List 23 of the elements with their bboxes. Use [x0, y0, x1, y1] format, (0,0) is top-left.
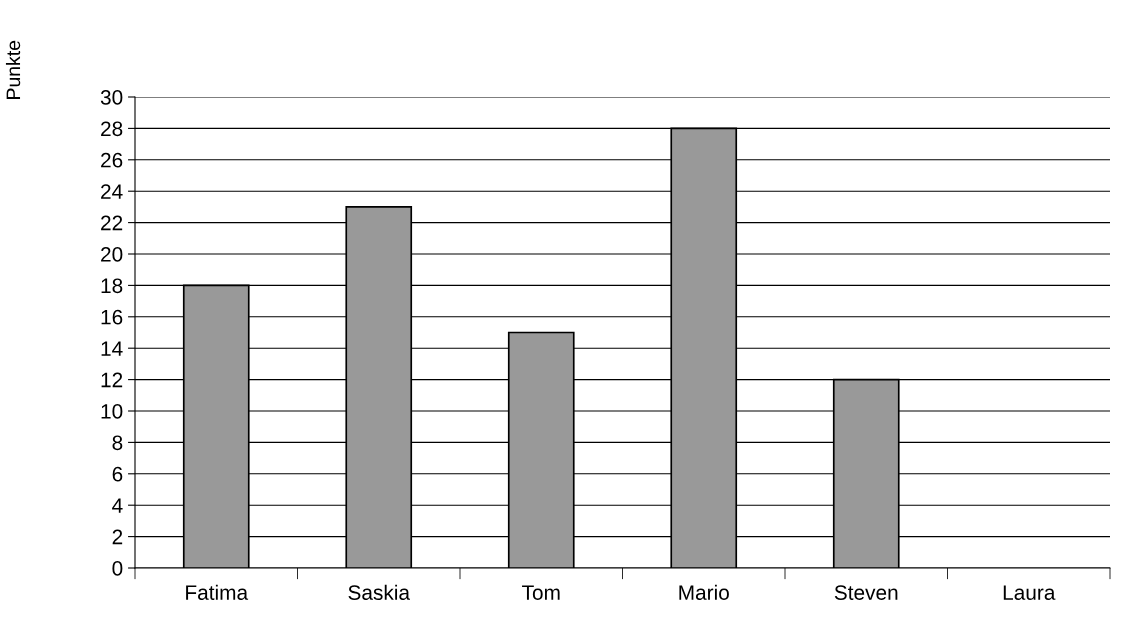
y-tick-label: 16	[101, 309, 123, 325]
y-tick-label: 20	[101, 247, 123, 262]
y-tick-label: 6	[112, 466, 123, 482]
x-tick-label: Mario	[679, 584, 729, 600]
x-tick-label: Saskia	[348, 584, 411, 600]
y-tick-label: 28	[101, 121, 123, 137]
y-tick-label: 12	[101, 372, 123, 388]
y-tick-label: 4	[112, 498, 123, 513]
y-tick-label: 0	[112, 561, 123, 576]
y-axis-title: Punkte	[5, 40, 21, 99]
x-tick-label: Fatima	[186, 584, 249, 600]
y-tick-label: 14	[101, 341, 123, 356]
y-tick-label: 26	[101, 152, 123, 168]
y-tick-label: 2	[112, 529, 123, 545]
y-tick-label: 8	[112, 435, 123, 451]
x-tick-label: Tom	[522, 585, 560, 600]
y-tick-label: 22	[101, 215, 123, 231]
x-tick-label: Laura	[1003, 585, 1056, 600]
y-tick-label: 10	[101, 404, 123, 419]
y-tick-label: 30	[100, 90, 123, 105]
x-tick-label: Steven	[834, 585, 898, 600]
y-tick-label: 24	[101, 184, 123, 199]
y-tick-label: 18	[101, 278, 123, 294]
